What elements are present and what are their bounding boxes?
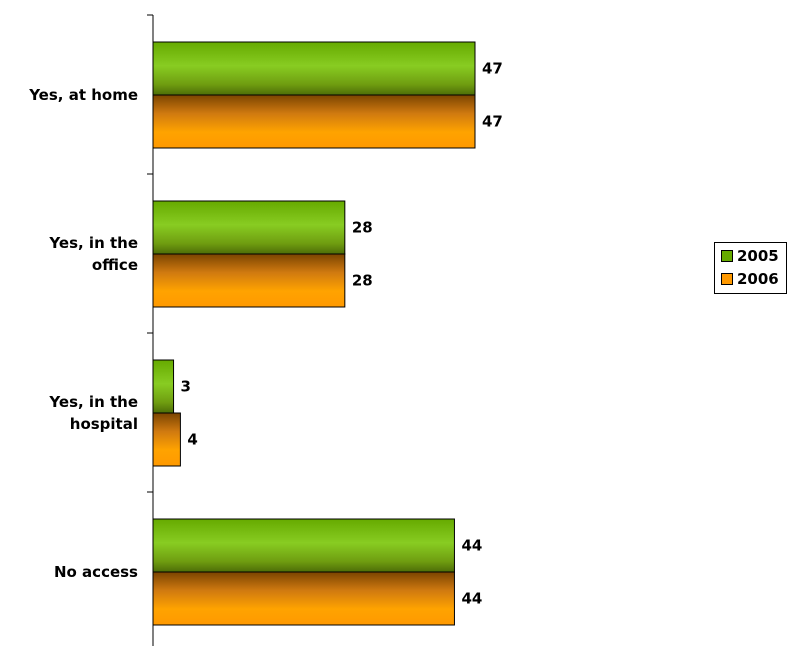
value-label-2005-0: 47: [482, 60, 503, 78]
bar-2006-3: [152, 571, 455, 626]
legend-swatch-2006: [721, 273, 733, 285]
labels-layer: 47 47 Yes, at home 28 28 Yes, in the office 3 4 Y…: [28, 60, 503, 608]
category-label-1: Yes, in the office: [48, 234, 138, 274]
category-label-0: Yes, at home: [28, 86, 138, 104]
bar-2006-0: [152, 94, 476, 149]
bar-2005-0: [152, 41, 476, 96]
legend-label-2006: 2006: [737, 270, 779, 288]
value-label-2006-1: 28: [352, 272, 373, 290]
bar-2005-3: [152, 518, 455, 573]
bars-layer: [152, 41, 476, 626]
legend-item-2006: 2006: [721, 269, 779, 289]
value-label-2005-2: 3: [181, 378, 191, 396]
category-axis: [147, 14, 154, 646]
bar-2006-1: [152, 253, 346, 308]
value-label-2006-0: 47: [482, 113, 503, 131]
legend-label-2005: 2005: [737, 247, 779, 265]
bar-2005-1: [152, 200, 346, 255]
bar-2005-2: [152, 359, 175, 414]
value-label-2006-3: 44: [461, 590, 482, 608]
bar-2006-2: [152, 412, 181, 467]
value-label-2005-1: 28: [352, 219, 373, 237]
category-label-3: No access: [54, 563, 138, 581]
legend: 2005 2006: [714, 242, 787, 294]
category-label-2: Yes, in the hospital: [48, 393, 138, 433]
legend-swatch-2005: [721, 250, 733, 262]
value-label-2006-2: 4: [187, 431, 197, 449]
value-label-2005-3: 44: [461, 537, 482, 555]
legend-item-2005: 2005: [721, 246, 779, 266]
